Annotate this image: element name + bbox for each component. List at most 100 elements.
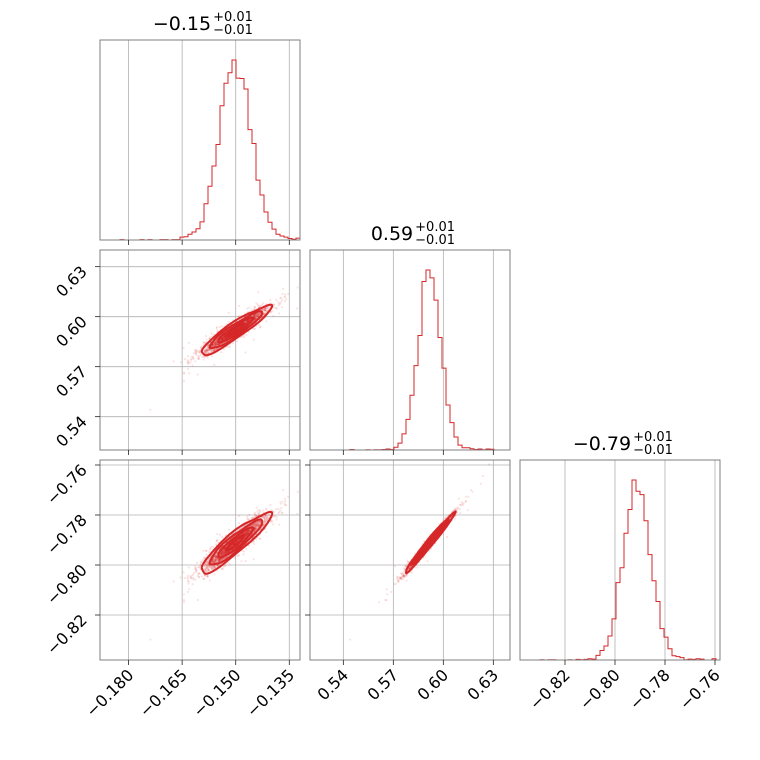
sample-point-2-0-164 <box>253 523 256 527</box>
sample-point-1-0-2018 <box>257 314 260 318</box>
sample-point-1-0-32 <box>225 336 228 339</box>
sample-point-2-0-424 <box>222 557 225 560</box>
sample-point-1-0-2782 <box>259 304 262 308</box>
sample-point-2-0-1216 <box>232 543 235 546</box>
sample-point-1-0-3234 <box>220 338 223 341</box>
sample-point-2-0-862 <box>225 551 228 554</box>
sample-point-1-0-1230 <box>216 342 219 345</box>
sample-point-2-0-1348 <box>233 542 236 546</box>
sample-point-2-0-710 <box>248 513 251 517</box>
sample-point-1-0-3376 <box>254 317 257 320</box>
sample-point-1-0-2734 <box>221 338 224 341</box>
sample-point-2-0-430 <box>237 553 240 557</box>
sample-point-1-0-766 <box>234 328 238 332</box>
sample-point-1-0-4334 <box>247 319 250 323</box>
sample-point-2-0-696 <box>221 550 224 553</box>
sample-point-1-0-4810 <box>270 311 273 314</box>
sample-point-2-0-1136 <box>236 554 239 557</box>
sample-point-2-0-396 <box>196 561 199 564</box>
sample-point-1-0-3778 <box>246 320 250 323</box>
sample-point-1-0-1224 <box>191 364 194 367</box>
sample-point-1-0-1772 <box>187 354 190 358</box>
sample-point-2-0-1378 <box>233 542 236 545</box>
sample-point-1-0-1560 <box>246 320 249 324</box>
sample-point-1-0-4544 <box>214 342 217 345</box>
sample-point-2-0-4384 <box>280 506 283 509</box>
sample-point-1-0-2742 <box>253 314 256 317</box>
sample-point-2-0-974 <box>273 514 276 517</box>
sample-point-2-0-4374 <box>206 574 209 577</box>
sample-point-2-0-4884 <box>202 577 205 581</box>
sample-point-1-0-2422 <box>264 309 267 312</box>
sample-point-1-0-114 <box>257 313 260 316</box>
sample-point-1-0-640 <box>206 351 209 354</box>
sample-point-1-0-908 <box>206 349 209 352</box>
sample-point-1-0-1542 <box>205 351 208 354</box>
sample-point-1-0-2752 <box>205 338 208 341</box>
sample-point-1-0-1040 <box>216 343 219 346</box>
sample-point-1-0-2536 <box>187 363 190 366</box>
sample-point-1-0-3724 <box>238 304 241 307</box>
sample-point-1-0-2286 <box>205 350 208 353</box>
sample-point-1-0-4396 <box>220 338 223 341</box>
sample-point-2-0-4514 <box>306 483 308 485</box>
sample-point-1-0-1186 <box>192 357 195 360</box>
sample-point-2-0-2532 <box>265 531 268 534</box>
sample-point-1-0-4246 <box>224 336 227 340</box>
sample-point-1-0-4598 <box>213 342 216 345</box>
sample-point-1-0-4626 <box>237 327 240 330</box>
sample-point-1-0-328 <box>257 313 260 316</box>
sample-point-1-0-4038 <box>215 338 218 341</box>
sample-point-2-0-1354 <box>232 542 235 545</box>
sample-point-2-0-220 <box>246 531 249 535</box>
sample-point-1-0-4218 <box>212 349 216 352</box>
sample-point-2-0-216 <box>222 551 225 555</box>
sample-point-2-0-376 <box>234 541 237 544</box>
sample-point-1-0-3204 <box>269 298 272 301</box>
sample-point-1-0-190 <box>203 358 206 361</box>
sample-point-1-0-3572 <box>274 306 277 309</box>
sample-point-2-0-1022 <box>280 511 284 514</box>
sample-point-1-0-1676 <box>225 336 228 339</box>
sample-point-2-0-1324 <box>224 564 227 568</box>
sample-point-1-0-3122 <box>212 342 215 345</box>
sample-point-1-0-3788 <box>221 325 224 328</box>
sample-point-2-0-510 <box>215 540 218 543</box>
sample-point-2-0-3856 <box>220 567 223 570</box>
sample-point-1-0-4020 <box>258 312 261 316</box>
sample-point-2-0-724 <box>182 593 186 596</box>
sample-point-1-0-3856 <box>220 351 223 354</box>
sample-point-1-0-1374 <box>213 341 216 344</box>
sample-point-1-0-2470 <box>187 361 190 364</box>
sample-point-2-0-1408 <box>253 514 257 517</box>
sample-point-2-0-4338 <box>203 574 206 578</box>
sample-point-2-0-3496 <box>186 577 189 581</box>
contour-level-1-0-2 <box>208 310 264 350</box>
sample-point-2-0-866 <box>209 565 212 568</box>
sample-point-2-0-1464 <box>221 551 224 554</box>
sample-point-2-0-1388 <box>275 518 278 521</box>
sample-point-1-0-3930 <box>248 319 251 322</box>
sample-point-2-0-532 <box>302 496 304 498</box>
sample-point-1-0-4834 <box>236 327 239 330</box>
sample-point-1-0-3932 <box>221 337 224 340</box>
sample-point-1-0-3734 <box>255 314 258 317</box>
sample-point-1-0-3768 <box>215 339 218 342</box>
sample-point-2-0-1140 <box>266 516 269 519</box>
sample-point-1-0-1720 <box>263 309 266 312</box>
sample-point-2-0-1100 <box>216 539 219 542</box>
sample-point-1-0-3492 <box>237 327 240 330</box>
sample-point-1-0-1076 <box>208 348 212 351</box>
sample-point-1-0-4036 <box>225 336 228 339</box>
sample-point-2-0-3150 <box>179 576 182 579</box>
sample-point-1-0-310 <box>227 320 231 323</box>
sample-point-2-0-142 <box>253 525 256 528</box>
sample-point-2-0-3104 <box>252 558 255 561</box>
sample-point-1-0-556 <box>192 357 195 360</box>
sample-point-2-0-1084 <box>246 530 249 533</box>
sample-point-1-0-3228 <box>244 322 248 325</box>
histogram-0 <box>100 59 300 240</box>
sample-point-1-0-2332 <box>267 307 270 310</box>
sample-point-2-0-1224 <box>191 583 194 586</box>
